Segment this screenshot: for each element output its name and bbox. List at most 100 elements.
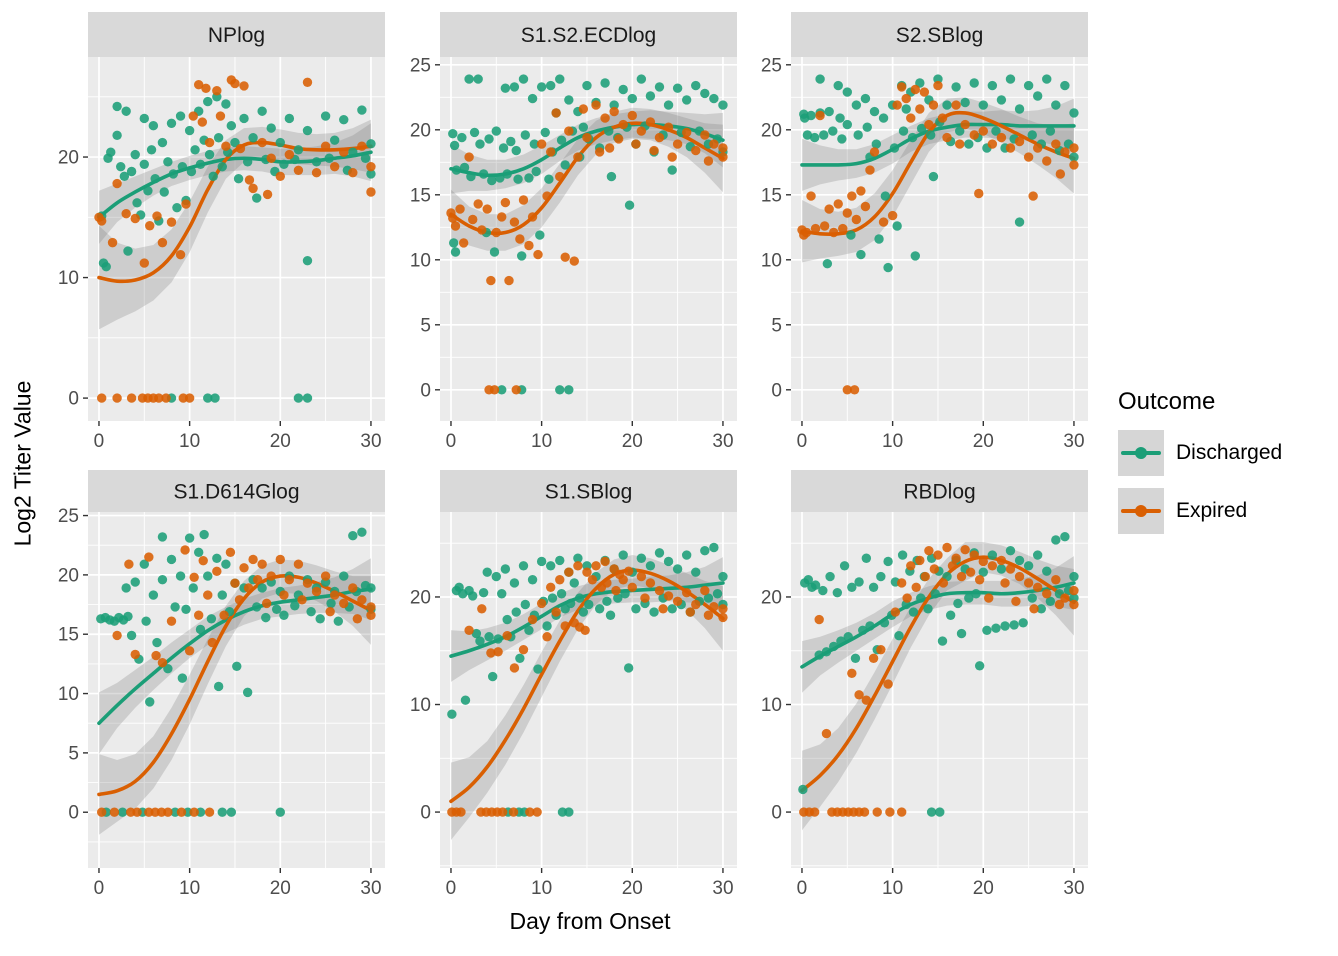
expired-data-point [956,571,967,582]
discharged-data-point [175,571,186,581]
discharged-data-point [564,807,574,817]
expired-data-point [145,221,155,231]
expired-data-point [302,77,313,88]
discharged-data-point [971,589,981,599]
panel-plot-layer [94,75,376,403]
discharged-data-point [533,664,543,674]
expired-data-point [890,607,901,617]
expired-data-point [560,621,570,631]
expired-data-point [489,385,500,395]
expired-data-point [126,393,137,403]
expired-data-point [663,122,674,132]
expired-data-point [700,585,710,596]
discharged-data-point [627,93,637,104]
discharged-data-point [460,695,471,705]
expired-data-point [357,595,367,605]
expired-data-point [339,598,349,609]
expired-data-point [244,175,255,185]
expired-data-point [582,132,592,143]
expired-data-point [1011,596,1021,606]
legend-point-icon [1135,447,1147,459]
discharged-data-point [366,583,376,593]
discharged-data-point [960,97,970,108]
x-tick-label: 20 [270,431,291,452]
discharged-data-point [513,174,523,184]
facet-strip [88,12,385,57]
expired-data-point [257,137,267,148]
discharged-data-point [876,571,886,582]
discharged-data-point [555,385,565,395]
discharged-data-point [712,589,723,599]
expired-data-point [600,113,610,123]
discharged-data-point [908,607,919,617]
discharged-data-point [516,251,527,261]
expired-data-point [248,183,258,194]
discharged-data-point [839,561,850,571]
discharged-data-point [266,123,276,133]
discharged-data-point [302,125,313,136]
x-tick-label: 0 [446,878,457,899]
x-tick-label: 10 [179,878,200,899]
discharged-data-point [1069,152,1079,162]
discharged-data-point [126,630,137,641]
expired-data-point [508,807,519,817]
expired-data-point [718,152,728,162]
expired-data-point [293,165,304,175]
discharged-data-point [969,78,979,88]
expired-data-point [555,575,565,585]
expired-data-point [578,104,589,114]
panel-plot-layer [447,542,728,841]
expired-data-point [504,275,514,286]
discharged-data-point [204,149,215,160]
expired-data-point [1032,582,1043,592]
discharged-data-point [851,100,862,110]
expired-data-point [1069,143,1079,153]
panel-plot-layer [446,74,728,395]
discharged-data-point [1005,546,1016,556]
expired-data-point [580,625,590,636]
panel-S2.SBlog: 0 10 20 30 0 5 10 15 20 25 S2.SBlog [761,12,1088,452]
legend-entry-label: Discharged [1176,441,1283,464]
expired-data-point [1060,147,1070,157]
discharged-data-point [527,575,538,585]
x-tick-label: 0 [446,431,457,452]
discharged-data-point [217,590,227,600]
discharged-data-point [121,106,131,116]
expired-data-point [193,80,204,90]
expired-data-point [933,80,943,91]
expired-data-point [681,587,692,598]
expired-data-point [464,152,474,162]
discharged-data-point [907,132,918,143]
discharged-data-point [964,139,974,149]
discharged-data-point [916,593,926,603]
discharged-data-point [1018,618,1028,628]
discharged-data-point [842,87,852,97]
expired-data-point [542,191,552,201]
expired-data-point [212,86,222,96]
expired-data-point [672,139,683,149]
y-tick-label: 20 [410,587,431,608]
discharged-data-point [146,145,157,155]
y-tick-label: 10 [58,268,79,289]
discharged-data-point [555,555,565,566]
expired-data-point [366,161,376,172]
expired-data-point [951,553,961,563]
discharged-data-point [166,118,177,128]
legend-key-icon [1118,488,1164,534]
discharged-confidence-ribbon [98,558,371,755]
discharged-data-point [195,159,206,169]
expired-data-point [491,227,501,238]
discharged-data-point [339,114,349,125]
discharged-data-point [828,126,838,136]
expired-data-point [573,561,583,571]
discharged-data-point [718,571,728,582]
discharged-data-point [982,625,992,636]
y-axis-title: Log2 Titer Value [9,380,36,547]
discharged-data-point [484,632,494,642]
discharged-data-point [506,136,516,147]
discharged-data-point [814,650,824,660]
expired-data-point [658,604,668,614]
expired-data-point [161,393,171,403]
discharged-data-point [139,559,149,569]
